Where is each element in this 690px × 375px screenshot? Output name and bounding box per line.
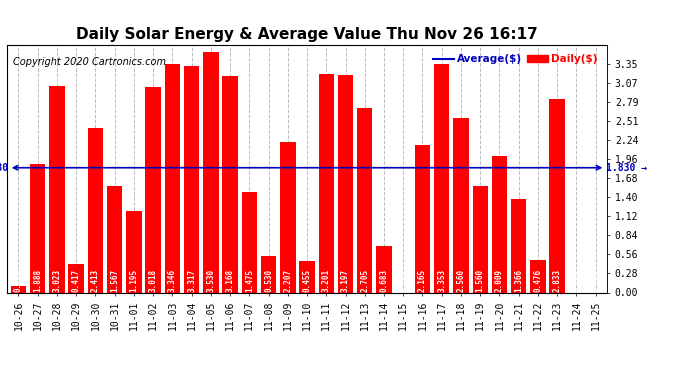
- Bar: [473, 186, 488, 292]
- Text: 0.476: 0.476: [533, 269, 542, 292]
- Bar: [434, 64, 449, 292]
- Bar: [126, 211, 141, 292]
- Bar: [107, 186, 122, 292]
- Text: 0.455: 0.455: [302, 269, 312, 292]
- Bar: [203, 52, 219, 292]
- Bar: [165, 64, 180, 292]
- Bar: [30, 164, 46, 292]
- Bar: [88, 128, 103, 292]
- Text: 3.530: 3.530: [206, 269, 215, 292]
- Text: 0.683: 0.683: [380, 269, 388, 292]
- Bar: [280, 142, 295, 292]
- Text: 3.201: 3.201: [322, 269, 331, 292]
- Title: Daily Solar Energy & Average Value Thu Nov 26 16:17: Daily Solar Energy & Average Value Thu N…: [76, 27, 538, 42]
- Text: 1.830 →: 1.830 →: [607, 163, 647, 173]
- Text: 2.207: 2.207: [284, 269, 293, 292]
- Text: 0.530: 0.530: [264, 269, 273, 292]
- Text: 3.346: 3.346: [168, 269, 177, 292]
- Text: 3.197: 3.197: [341, 269, 350, 292]
- Text: 2.009: 2.009: [495, 269, 504, 292]
- Text: 1.195: 1.195: [130, 269, 139, 292]
- Text: 0.417: 0.417: [72, 269, 81, 292]
- Bar: [299, 261, 315, 292]
- Bar: [68, 264, 84, 292]
- Legend: Average($), Daily($): Average($), Daily($): [429, 50, 602, 69]
- Bar: [338, 75, 353, 292]
- Text: 2.560: 2.560: [457, 269, 466, 292]
- Text: 3.018: 3.018: [148, 269, 157, 292]
- Text: 2.705: 2.705: [360, 269, 369, 292]
- Text: 2.413: 2.413: [91, 269, 100, 292]
- Bar: [261, 256, 276, 292]
- Bar: [11, 286, 26, 292]
- Text: 3.168: 3.168: [226, 269, 235, 292]
- Bar: [530, 260, 546, 292]
- Text: 1.560: 1.560: [475, 269, 484, 292]
- Text: 1.567: 1.567: [110, 269, 119, 292]
- Text: 1.888: 1.888: [33, 269, 42, 292]
- Text: 0.000: 0.000: [591, 269, 600, 292]
- Text: 3.353: 3.353: [437, 269, 446, 292]
- Bar: [492, 156, 507, 292]
- Text: Copyright 2020 Cartronics.com: Copyright 2020 Cartronics.com: [13, 57, 166, 68]
- Bar: [222, 76, 238, 292]
- Bar: [357, 108, 373, 292]
- Bar: [49, 86, 65, 292]
- Text: 2.165: 2.165: [418, 269, 427, 292]
- Text: 0.000: 0.000: [399, 269, 408, 292]
- Bar: [511, 200, 526, 292]
- Bar: [376, 246, 392, 292]
- Bar: [319, 74, 334, 292]
- Text: 0.098: 0.098: [14, 269, 23, 292]
- Bar: [184, 66, 199, 292]
- Bar: [241, 192, 257, 292]
- Text: ← 1.830: ← 1.830: [0, 163, 8, 173]
- Bar: [453, 118, 469, 292]
- Bar: [415, 145, 430, 292]
- Bar: [549, 99, 565, 292]
- Bar: [146, 87, 161, 292]
- Text: 1.366: 1.366: [514, 269, 523, 292]
- Text: 2.833: 2.833: [553, 269, 562, 292]
- Text: 3.317: 3.317: [187, 269, 196, 292]
- Text: 0.000: 0.000: [572, 269, 581, 292]
- Text: 1.475: 1.475: [245, 269, 254, 292]
- Text: 3.023: 3.023: [52, 269, 61, 292]
